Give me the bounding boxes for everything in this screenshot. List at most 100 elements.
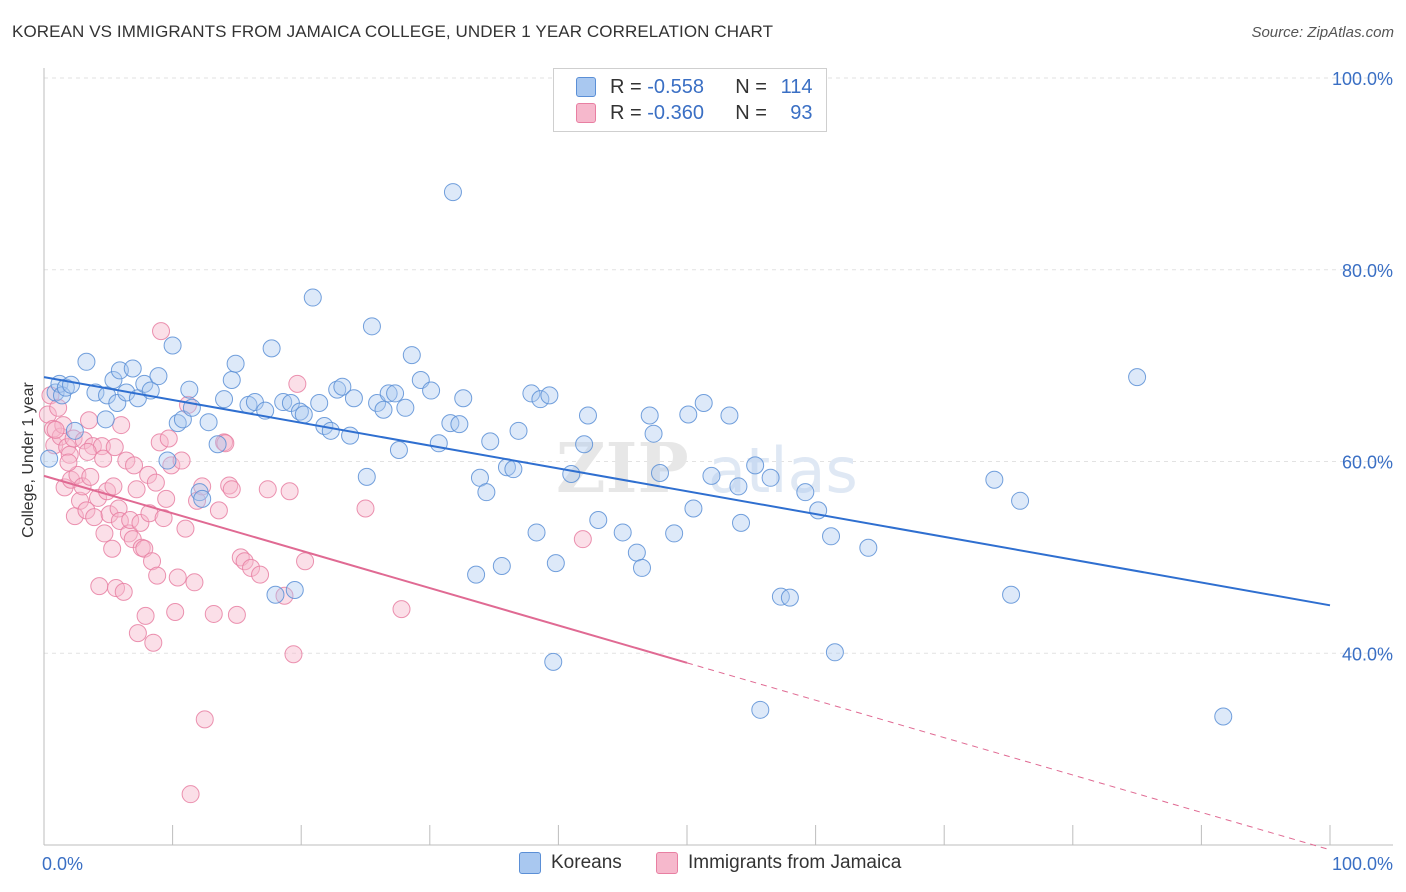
y-tick-label: 80.0% [1342, 261, 1393, 281]
data-point-korean [509, 421, 528, 440]
data-point-jamaica [110, 511, 129, 530]
data-point-korean [650, 464, 669, 483]
data-point-korean [86, 383, 105, 402]
data-point-korean [402, 346, 421, 365]
data-point-korean [208, 435, 227, 454]
axes [43, 68, 1393, 846]
data-point-jamaica [83, 437, 102, 456]
data-point-korean [96, 410, 115, 429]
data-point-korean [613, 523, 632, 542]
x-tick-label-start: 0.0% [42, 854, 83, 874]
data-point-jamaica [176, 519, 195, 538]
data-point-korean [357, 467, 376, 486]
data-point-jamaica [235, 552, 254, 571]
data-point-korean [859, 538, 878, 557]
data-point-korean [771, 587, 790, 606]
y-tick-label: 40.0% [1342, 644, 1393, 664]
koreans-points [40, 183, 1233, 726]
data-point-korean [379, 384, 398, 403]
data-point-korean [644, 424, 663, 443]
data-point-korean [40, 449, 59, 468]
data-point-korean [640, 406, 659, 425]
data-point-korean [575, 435, 594, 454]
data-point-korean [467, 565, 486, 584]
data-point-korean [1214, 707, 1233, 726]
data-point-jamaica [288, 374, 307, 393]
data-point-korean [222, 371, 241, 390]
legend-item-koreans: Koreans [519, 852, 622, 874]
source-label: Source: ZipAtlas.com [1251, 24, 1394, 41]
data-point-jamaica [222, 480, 241, 499]
data-point-korean [274, 393, 293, 412]
data-point-korean [368, 394, 387, 413]
data-point-korean [732, 513, 751, 532]
data-point-korean [362, 317, 381, 336]
data-point-jamaica [104, 477, 123, 496]
data-point-korean [303, 288, 322, 307]
data-point-korean [492, 557, 511, 576]
data-point-korean [215, 390, 234, 409]
data-point-korean [374, 400, 393, 419]
jamaica-swatch [656, 852, 678, 874]
data-point-korean [389, 440, 408, 459]
legend-n-label: N = [735, 101, 767, 124]
data-point-korean [589, 510, 608, 529]
y-axis-label: College, Under 1 year [20, 382, 37, 538]
data-point-korean [578, 406, 597, 425]
data-point-jamaica [148, 566, 167, 585]
data-point-jamaica [81, 467, 100, 486]
data-point-jamaica [152, 322, 171, 341]
legend-n-value: 93 [790, 101, 813, 124]
trend-line-koreans [43, 376, 1331, 607]
data-point-jamaica [227, 605, 246, 624]
legend-label: Koreans [551, 852, 622, 873]
data-point-jamaica [185, 573, 204, 592]
data-point-jamaica [74, 431, 93, 450]
data-point-korean [422, 381, 441, 400]
data-point-korean [1128, 368, 1147, 387]
data-point-jamaica [275, 586, 294, 605]
data-point-jamaica [181, 785, 200, 804]
legend-n-label: N = [735, 75, 767, 98]
data-point-jamaica [216, 434, 235, 453]
trend-line-jamaica-extension [686, 662, 1331, 851]
data-point-jamaica [215, 433, 234, 452]
x-tick-label-end: 100.0% [1332, 854, 1393, 874]
data-point-korean [632, 558, 651, 577]
data-point-korean [679, 405, 698, 424]
data-point-jamaica [131, 513, 150, 532]
data-point-korean [386, 384, 405, 403]
data-point-jamaica [280, 482, 299, 501]
koreans-swatch [576, 77, 596, 97]
data-point-korean [780, 588, 799, 607]
data-point-korean [504, 460, 523, 479]
data-point-korean [262, 339, 281, 358]
data-point-jamaica [168, 568, 187, 587]
data-point-jamaica [121, 510, 140, 529]
series-legend: Koreans Immigrants from Jamaica [0, 852, 1406, 878]
data-point-jamaica [209, 501, 228, 520]
data-point-korean [344, 389, 363, 408]
data-point-jamaica [100, 505, 119, 524]
data-point-jamaica [284, 645, 303, 664]
data-point-jamaica [143, 552, 162, 571]
data-point-korean [310, 394, 329, 413]
data-point-korean [546, 554, 565, 573]
data-point-korean [294, 405, 313, 424]
legend-n-value: 114 [780, 75, 813, 98]
data-point-korean [158, 451, 177, 470]
data-point-korean [746, 456, 765, 475]
data-point-korean [266, 585, 285, 604]
data-point-korean [562, 464, 581, 483]
data-point-jamaica [172, 451, 191, 470]
data-point-korean [825, 643, 844, 662]
data-point-jamaica [71, 491, 90, 510]
data-point-korean [226, 354, 245, 373]
data-point-korean [720, 406, 739, 425]
data-point-korean [694, 394, 713, 413]
data-point-korean [540, 386, 559, 405]
data-point-jamaica [242, 558, 261, 577]
legend-r-label: R = [610, 75, 642, 98]
data-point-jamaica [144, 633, 163, 652]
